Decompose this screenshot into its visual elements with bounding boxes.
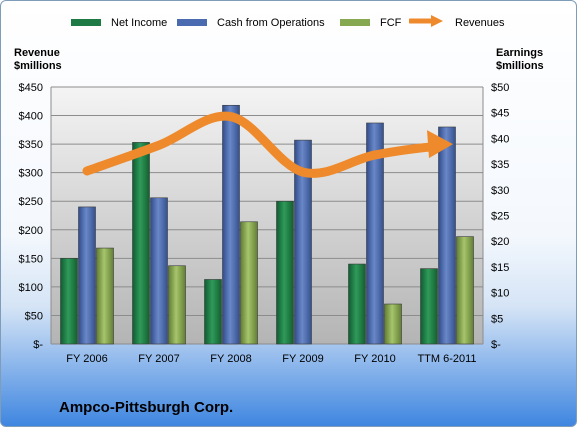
bar-fcf xyxy=(168,265,186,345)
x-tick-label: FY 2009 xyxy=(282,353,323,365)
legend-label-fcf: FCF xyxy=(380,17,402,29)
x-tick-label: FY 2008 xyxy=(210,353,251,365)
right-tick-label: $10 xyxy=(491,288,509,300)
left-tick-label: $50 xyxy=(25,310,43,322)
right-tick-label: $20 xyxy=(491,236,509,248)
left-axis-title-line1: Revenue xyxy=(14,47,60,59)
right-tick-label: $5 xyxy=(491,313,503,325)
right-tick-label: $15 xyxy=(491,262,509,274)
x-tick-label: FY 2010 xyxy=(354,353,395,365)
bar-cash-from-operations xyxy=(78,206,96,345)
bar-cash-from-operations xyxy=(438,126,456,345)
legend-label-net-income: Net Income xyxy=(111,17,168,29)
bar-fcf xyxy=(240,221,258,345)
right-tick-label: $35 xyxy=(491,159,509,171)
left-tick-label: $450 xyxy=(19,82,43,94)
revenue-arrowhead xyxy=(427,130,453,159)
right-tick-label: $30 xyxy=(491,185,509,197)
bar-net-income xyxy=(348,263,366,345)
right-tick-label: $- xyxy=(491,339,501,351)
bar-net-income xyxy=(204,279,222,345)
left-axis-title: Revenue $millions xyxy=(14,47,62,73)
legend-swatch-fcf xyxy=(340,19,370,26)
left-tick-label: $- xyxy=(33,339,43,351)
legend-swatch-cash-from-operations xyxy=(177,19,207,26)
right-tick-label: $40 xyxy=(491,133,509,145)
right-tick-label: $50 xyxy=(491,82,509,94)
x-tick-label: FY 2006 xyxy=(66,353,107,365)
legend-swatch-net-income xyxy=(71,19,101,26)
left-tick-label: $250 xyxy=(19,196,43,208)
left-tick-label: $150 xyxy=(19,253,43,265)
left-axis-title-line2: $millions xyxy=(14,60,62,72)
bar-net-income xyxy=(420,268,438,345)
bar-cash-from-operations xyxy=(294,139,312,345)
left-tick-label: $200 xyxy=(19,225,43,237)
bar-net-income xyxy=(132,142,150,345)
bar-cash-from-operations xyxy=(366,122,384,345)
left-tick-label: $350 xyxy=(19,139,43,151)
right-axis-title: Earnings $millions xyxy=(496,47,544,73)
bar-cash-from-operations xyxy=(150,197,168,345)
bar-net-income xyxy=(276,200,294,345)
legend-label-cash-from-operations: Cash from Operations xyxy=(217,17,325,29)
plot-area xyxy=(51,87,483,344)
x-tick-label: TTM 6-2011 xyxy=(417,353,476,365)
bar-net-income xyxy=(60,258,78,345)
bar-fcf xyxy=(384,303,402,345)
left-tick-label: $300 xyxy=(19,168,43,180)
right-axis-title-line1: Earnings xyxy=(496,47,544,59)
legend-label-revenues: Revenues xyxy=(455,17,505,29)
bar-fcf xyxy=(96,247,114,345)
left-tick-label: $400 xyxy=(19,111,43,123)
left-tick-label: $100 xyxy=(19,282,43,294)
chart-title: Ampco-Pittsburgh Corp. xyxy=(59,399,234,416)
right-tick-label: $25 xyxy=(491,211,509,223)
right-axis-title-line2: $millions xyxy=(496,60,544,72)
bar-cash-from-operations xyxy=(222,104,240,345)
right-tick-label: $45 xyxy=(491,108,509,120)
bar-fcf xyxy=(456,236,474,345)
x-tick-label: FY 2007 xyxy=(138,353,179,365)
